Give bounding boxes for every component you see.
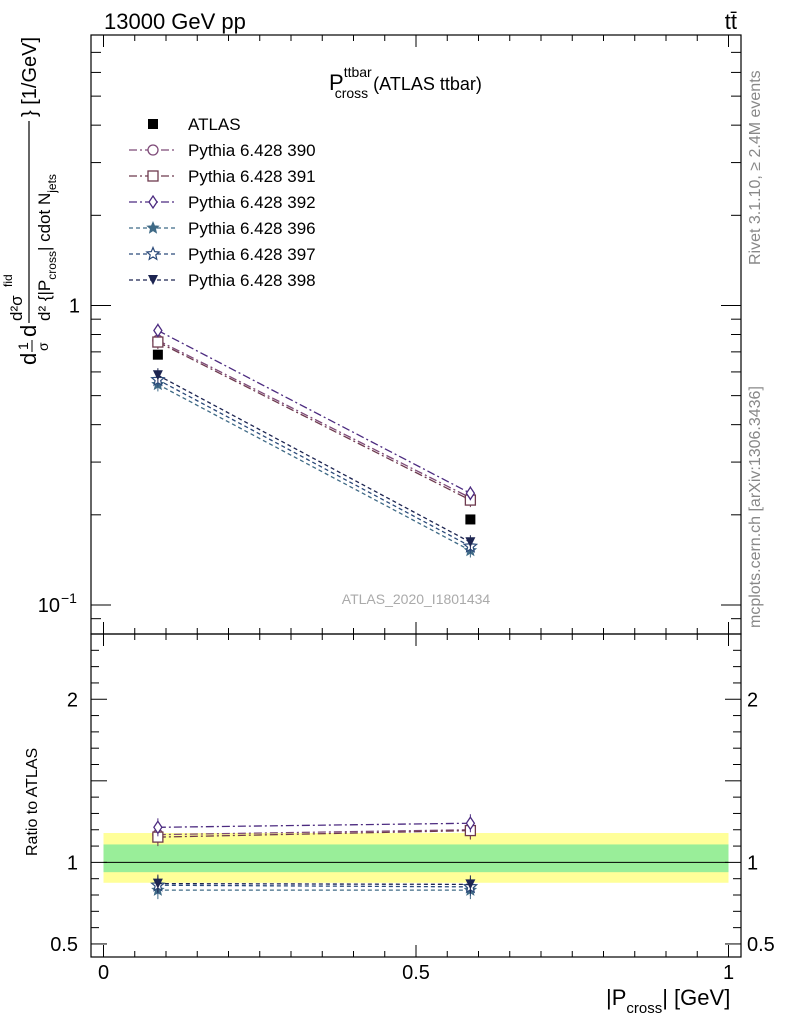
title-main: P: [329, 70, 344, 95]
legend-marker-atlas: [148, 119, 158, 129]
plot-title: Pttbar cross (ATLAS ttbar): [329, 64, 482, 101]
legend-marker-5: [145, 245, 161, 261]
x-tick-label: 0: [98, 962, 109, 984]
ratio-point-2-0: [153, 820, 163, 835]
series-line-3: [157, 383, 471, 552]
legend-label-5: Pythia 6.428 397: [188, 245, 316, 264]
ratio-y-tick-label-right: 2: [747, 689, 758, 711]
svg-text:d: d: [16, 353, 41, 365]
rivet-version-label: Rivet 3.1.10, ≥ 2.4M events: [747, 70, 764, 265]
ratio-frame: [90, 633, 742, 958]
ylabel-numerator: d²σ: [7, 295, 26, 321]
legend-marker-6: [148, 275, 158, 285]
ratio-y-tick-label: 1: [67, 852, 78, 874]
ylabel-frac-den: σ: [35, 342, 51, 351]
series-point-2-0: [153, 323, 163, 338]
series-line-4: [157, 379, 471, 547]
ratio-y-axis-label: Ratio to ATLAS: [24, 748, 41, 856]
ylabel-d1: d: [16, 353, 41, 365]
y-tick-label: 1: [69, 295, 80, 317]
legend-label-0: ATLAS: [188, 115, 241, 134]
data-point-1: [465, 514, 476, 525]
series-line-1: [157, 341, 471, 501]
main-panel: 10 −1 1: [38, 34, 742, 957]
legend-label-3: Pythia 6.428 392: [188, 193, 316, 212]
data-point-0: [152, 349, 163, 360]
ratio-line-0: [157, 829, 471, 836]
ratio-panel: 0 0.5 1 0.5 0.5 1 1 2 2: [50, 633, 775, 984]
series-point-5-1: [465, 537, 476, 548]
legend-marker-3: [148, 194, 158, 210]
legend-label-6: Pythia 6.428 398: [188, 271, 316, 290]
legend-marker-2: [147, 170, 159, 182]
legend-label-2: Pythia 6.428 391: [188, 167, 316, 186]
collision-label: 13000 GeV pp: [104, 9, 246, 34]
ratio-line-2: [157, 822, 471, 828]
ratio-point-5-0: [152, 878, 163, 889]
y-tick-exponent: −1: [61, 590, 77, 606]
legend-label-4: Pythia 6.428 396: [188, 219, 316, 238]
ylabel-denominator: d² {|Pcross| cdot Njets: [35, 174, 59, 321]
title-subscript: cross: [335, 85, 368, 101]
analysis-watermark: ATLAS_2020_I1801434: [342, 591, 491, 607]
ylabel-d2: d: [16, 325, 41, 337]
series-line-5: [157, 374, 471, 543]
x-tick-label: 1: [723, 962, 734, 984]
legend-label-1: Pythia 6.428 390: [188, 141, 316, 160]
process-label: tt̄: [725, 9, 737, 34]
ratio-line-4: [157, 884, 471, 888]
uncertainty-band-inner: [103, 844, 729, 873]
ylabel-frac-num: 1: [15, 342, 31, 350]
x-axis-label: |Pcross| [GeV]: [606, 985, 730, 1017]
legend-marker-1: [147, 144, 159, 156]
series-point-2-1: [465, 486, 476, 501]
ratio-y-tick-label: 2: [67, 689, 78, 711]
main-y-axis-label: d 1 σ d d²σ fid d² {|Pcross| cdot Njets …: [1, 37, 59, 365]
series-line-2: [157, 329, 471, 494]
ratio-y-tick-label-right: 1: [747, 852, 758, 874]
ratio-y-tick-label: 0.5: [50, 934, 78, 956]
ratio-y-tick-label-right: 0.5: [747, 934, 775, 956]
y-tick-label: 10: [38, 595, 60, 617]
ratio-point-5-1: [465, 879, 476, 890]
legend: ATLAS Pythia 6.428 390 Pythia 6.428 391 Pyt…: [129, 115, 316, 290]
series-point-1-0: [152, 336, 164, 348]
x-tick-label: 0.5: [402, 962, 430, 984]
legend-marker-4: [146, 220, 160, 234]
series-point-5-0: [152, 370, 163, 381]
ratio-line-1: [157, 829, 471, 838]
title-rest: (ATLAS ttbar): [373, 74, 482, 94]
ratio-point-2-1: [465, 816, 476, 831]
ratio-line-5: [157, 882, 471, 886]
ylabel-numerator-sup: fid: [1, 274, 15, 287]
ylabel-unit: } [1/GeV]: [19, 37, 41, 117]
series-line-0: [157, 339, 471, 499]
mcplots-credit-label: mcplots.cern.ch [arXiv:1306.3436]: [747, 386, 764, 628]
title-superscript: ttbar: [344, 64, 372, 80]
